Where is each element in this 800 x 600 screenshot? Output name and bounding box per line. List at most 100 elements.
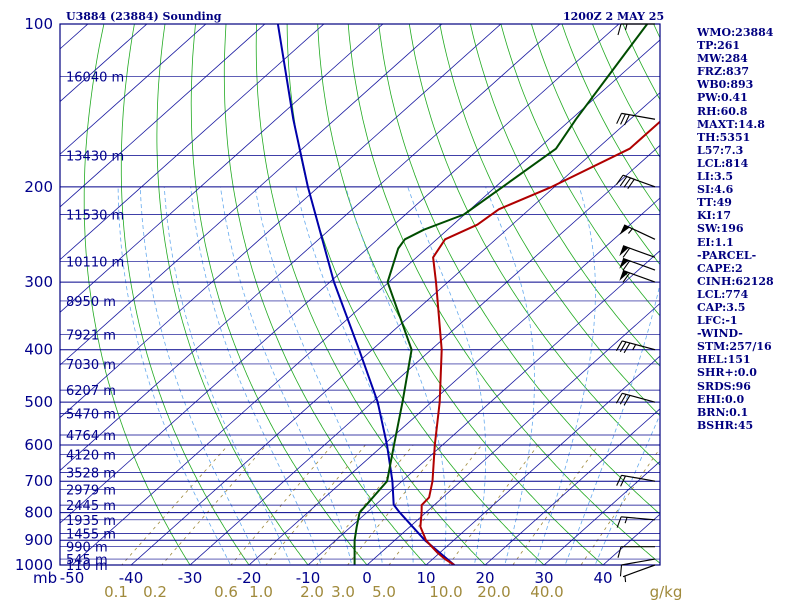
plot-area [0, 12, 660, 577]
pressure-label: 100 [24, 15, 53, 33]
wind-barb-feather [627, 179, 635, 189]
isotherm [543, 460, 660, 565]
index-line: SRDS:96 [697, 379, 751, 393]
wind-barb-half-feather [628, 228, 633, 234]
wind-barb-shaft [622, 564, 656, 578]
height-label: 7921 m [66, 329, 116, 344]
pressure-label: 400 [24, 341, 53, 359]
dry-adiabat [500, 24, 660, 317]
height-label: 990 m [66, 541, 108, 556]
index-line: LFC:-1 [697, 314, 738, 328]
height-label: 1935 m [66, 514, 116, 529]
parcel-profile [276, 24, 455, 565]
index-line: MAXT:14.8 [697, 117, 765, 131]
height-label: 2979 m [66, 483, 116, 498]
wind-barb-feather [615, 340, 623, 352]
height-label: 4764 m [66, 429, 116, 444]
moist-adiabat [594, 413, 660, 565]
dry-adiabat [469, 24, 660, 367]
index-line: LI:3.5 [697, 170, 734, 184]
height-label: 5470 m [66, 408, 116, 423]
index-line: CAP:3.5 [697, 300, 746, 314]
plot-background [60, 24, 660, 565]
index-line: TP:261 [697, 39, 741, 53]
wind-barb-half-feather [632, 344, 637, 351]
moist-adiabat [564, 282, 660, 565]
isotherm [366, 302, 660, 565]
wind-barb-feather [624, 114, 630, 126]
pressure-label: 600 [24, 436, 53, 454]
dry-adiabat [223, 24, 427, 565]
station-title: U3884 (23884) Sounding [66, 10, 222, 23]
index-line: RH:60.8 [697, 104, 748, 118]
wind-barb-feather [620, 475, 626, 487]
wind-barb-feather [617, 546, 622, 558]
temperature-tick-label: 30 [534, 569, 553, 587]
isotherm [307, 250, 660, 565]
index-line: LCL:774 [697, 287, 749, 301]
dry-adiabat [286, 24, 545, 565]
dry-adiabat [378, 24, 660, 515]
wind-barb-feather [619, 176, 628, 187]
temperature-profile [419, 120, 660, 565]
dry-adiabat [347, 24, 660, 564]
height-label: 110 m [66, 559, 108, 574]
pressure-label: 700 [24, 472, 53, 490]
wind-barb-feather [620, 113, 626, 125]
wind-barb-feather [619, 394, 627, 405]
dry-adiabat [83, 24, 191, 565]
height-label: 1455 m [66, 528, 116, 543]
index-line: SW:196 [697, 222, 744, 236]
wind-barb-feather [619, 341, 627, 353]
wind-barb-feather [616, 113, 623, 124]
pressure-label: 200 [24, 178, 53, 196]
mixing-ratio-label: 20.0 [477, 583, 510, 600]
height-label: 13430 m [66, 149, 124, 164]
index-line: KI:17 [697, 209, 732, 223]
isotherm [60, 24, 443, 366]
index-line: -PARCEL- [697, 248, 757, 262]
index-line: SHR+:0.0 [697, 366, 757, 380]
mixing-ratio-label: 5.0 [372, 583, 396, 600]
wind-barb-shaft [621, 474, 656, 482]
wind-barb-shaft [622, 174, 656, 188]
mixing-ratio-label: 10.0 [429, 583, 462, 600]
wind-barb-feather [623, 342, 631, 354]
isotherm [0, 12, 42, 577]
wind-barb-feather [615, 393, 623, 404]
temperature-tick-label: -50 [60, 569, 85, 587]
height-label: 16040 m [66, 70, 124, 85]
dry-adiabat [255, 24, 486, 565]
height-label: 11530 m [66, 209, 124, 224]
wind-barb-feather [616, 174, 624, 185]
index-line: TT:49 [697, 196, 732, 210]
wind-barb-feather [622, 247, 631, 258]
pressure-unit-label: mb [33, 569, 57, 587]
wind-barb-feather [623, 395, 631, 406]
dry-adiabat [530, 24, 660, 266]
isotherm [189, 144, 660, 565]
dry-adiabat [190, 24, 368, 565]
temperature-tick-label: -10 [296, 569, 321, 587]
wind-barb-feather [622, 272, 631, 283]
index-line: EI:1.1 [697, 235, 734, 249]
sounding-time: 1200Z 2 MAY 25 [563, 10, 665, 23]
index-line: WB0:893 [697, 78, 754, 92]
index-line: TH:5351 [697, 130, 751, 144]
wind-barb-half-feather [624, 23, 628, 31]
wind-barb-shaft [622, 340, 656, 351]
height-label: 3528 m [66, 467, 116, 482]
temperature-tick-label: -30 [178, 569, 203, 587]
height-label: 6207 m [66, 384, 116, 399]
wind-barb-feather [617, 23, 622, 36]
mixing-ratio-label: 0.2 [143, 583, 167, 600]
wind-barb-shaft [622, 392, 656, 403]
temperature-tick-label: 40 [593, 569, 612, 587]
index-line: SI:4.6 [697, 183, 734, 197]
wind-barb-shaft [622, 257, 656, 271]
height-label: 545 m [66, 553, 108, 568]
isotherm [248, 197, 660, 565]
height-label: 10110 m [66, 256, 124, 271]
index-line: L57:7.3 [697, 143, 744, 157]
